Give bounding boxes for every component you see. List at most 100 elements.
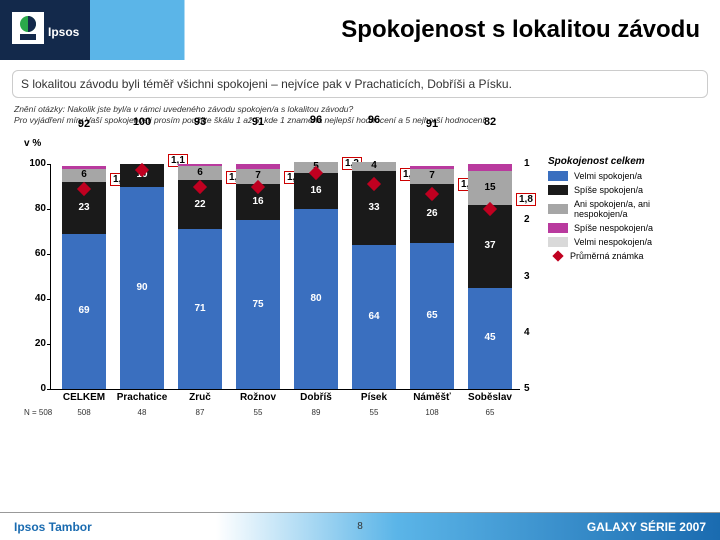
legend-item: Velmi spokojen/a <box>548 171 694 181</box>
legend-swatch <box>548 204 568 214</box>
y-tick: 20 <box>22 338 46 349</box>
segment-value: 6 <box>62 169 106 180</box>
category-label: Soběslav <box>462 392 518 403</box>
ipsos-logo-icon: Ipsos <box>10 10 80 50</box>
bar-column: 821537451,8 <box>468 164 512 389</box>
legend: Spokojenost celkem Velmi spokojen/aSpíše… <box>530 134 700 454</box>
bar-segment: 69 <box>62 234 106 389</box>
legend-label: Velmi spokojen/a <box>574 171 642 181</box>
legend-label: Spíše spokojen/a <box>574 185 643 195</box>
segment-value: 45 <box>468 332 512 343</box>
n-label: 48 <box>114 408 170 417</box>
y-axis-label: v % <box>24 138 41 149</box>
legend-swatch <box>548 171 568 181</box>
legend-item: Ani spokojen/a, ani nespokojen/a <box>548 199 694 219</box>
legend-label: Spíše nespokojen/a <box>574 223 653 233</box>
bar-segment: 80 <box>294 209 338 389</box>
question-line1: Znění otázky: Nakolik jste byl/a v rámci… <box>14 104 353 114</box>
category-label: Náměšť <box>404 392 460 403</box>
n-title: N = 508 <box>24 408 74 417</box>
segment-value: 75 <box>236 299 280 310</box>
bar-segment <box>468 164 512 171</box>
bar-column: 92623691,4 <box>62 166 106 389</box>
y-tick: 80 <box>22 203 46 214</box>
y-tick-mark <box>47 299 50 300</box>
n-label: 87 <box>172 408 228 417</box>
footer: Ipsos Tambor 8 GALAXY SÉRIE 2007 <box>0 512 720 540</box>
category-label: Písek <box>346 392 402 403</box>
mean-label: 1,8 <box>516 193 536 206</box>
total-label: 100 <box>120 116 164 128</box>
y-tick: 40 <box>22 293 46 304</box>
segment-value: 71 <box>178 303 222 314</box>
segment-value: 64 <box>352 311 396 322</box>
bar-segment: 45 <box>468 288 512 389</box>
legend-label: Ani spokojen/a, ani nespokojen/a <box>574 199 694 219</box>
n-label: 108 <box>404 408 460 417</box>
logo: Ipsos <box>0 0 90 60</box>
total-label: 91 <box>410 118 454 130</box>
bar-segment: 75 <box>236 220 280 389</box>
footer-right: GALAXY SÉRIE 2007 <box>587 520 706 534</box>
segment-value: 33 <box>352 202 396 213</box>
y-tick-mark <box>47 209 50 210</box>
subtitle: S lokalitou závodu byli téměř všichni sp… <box>12 70 708 98</box>
header-stripe: Spokojenost s lokalitou závodu <box>90 0 720 60</box>
bar-segment: 71 <box>178 229 222 389</box>
legend-swatch <box>548 185 568 195</box>
chart: v % 0204060801001234592623691,410010901,… <box>10 134 710 454</box>
n-label: 55 <box>230 408 286 417</box>
segment-value: 80 <box>294 293 338 304</box>
segment-value: 15 <box>468 182 512 193</box>
segment-value: 22 <box>178 199 222 210</box>
bar-segment: 6 <box>62 169 106 183</box>
bar-segment: 4 <box>352 162 396 171</box>
total-label: 93 <box>178 116 222 128</box>
page-number: 8 <box>357 521 363 532</box>
y-tick-mark <box>47 164 50 165</box>
bar-segment: 37 <box>468 205 512 288</box>
svg-text:Ipsos: Ipsos <box>48 25 80 39</box>
y-tick-mark <box>47 344 50 345</box>
total-label: 82 <box>468 116 512 128</box>
legend-swatch <box>548 223 568 233</box>
segment-value: 4 <box>352 160 396 171</box>
segment-value: 23 <box>62 202 106 213</box>
y-tick: 60 <box>22 248 46 259</box>
bar-column: 91716751,4 <box>236 164 280 389</box>
total-label: 96 <box>352 114 396 126</box>
category-label: CELKEM <box>56 392 112 403</box>
header: Ipsos Spokojenost s lokalitou závodu <box>0 0 720 60</box>
total-label: 91 <box>236 116 280 128</box>
legend-item: Spíše nespokojen/a <box>548 223 694 233</box>
page-title: Spokojenost s lokalitou závodu <box>341 16 700 44</box>
segment-value: 7 <box>410 170 454 181</box>
category-label: Dobříš <box>288 392 344 403</box>
category-label: Zruč <box>172 392 228 403</box>
bar-segment: 15 <box>468 171 512 205</box>
bar-column: 96516801,2 <box>294 162 338 389</box>
legend-diamond-label: Průměrná známka <box>570 251 644 261</box>
segment-value: 65 <box>410 310 454 321</box>
bar-column: 10010901,1 <box>120 164 164 389</box>
legend-item: Velmi nespokojen/a <box>548 237 694 247</box>
segment-value: 90 <box>120 282 164 293</box>
legend-label: Velmi nespokojen/a <box>574 237 652 247</box>
y-tick: 0 <box>22 383 46 394</box>
right-tick: 3 <box>524 271 538 282</box>
segment-value: 16 <box>294 185 338 196</box>
segment-value: 6 <box>178 167 222 178</box>
right-tick: 5 <box>524 383 538 394</box>
total-label: 96 <box>294 114 338 126</box>
x-axis <box>50 389 520 390</box>
plot: 0204060801001234592623691,410010901,1936… <box>50 164 520 389</box>
right-tick: 2 <box>524 214 538 225</box>
bar-segment: 6 <box>178 166 222 180</box>
bar-column: 91726651,5 <box>410 166 454 389</box>
bar-segment: 90 <box>120 187 164 390</box>
legend-item: Spíše spokojen/a <box>548 185 694 195</box>
segment-value: 26 <box>410 208 454 219</box>
n-label: 65 <box>462 408 518 417</box>
n-label: 89 <box>288 408 344 417</box>
legend-diamond: Průměrná známka <box>548 251 694 261</box>
